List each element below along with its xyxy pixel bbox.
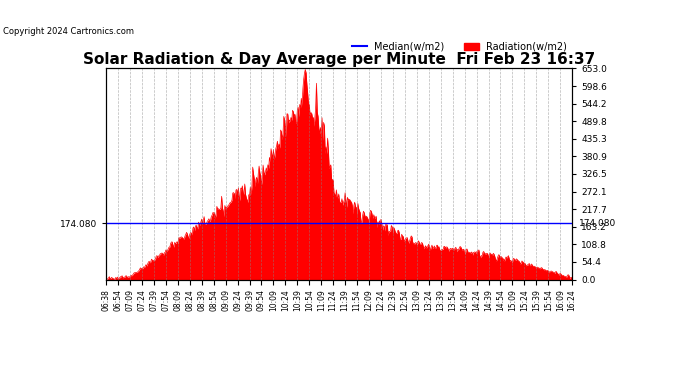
Title: Solar Radiation & Day Average per Minute  Fri Feb 23 16:37: Solar Radiation & Day Average per Minute… xyxy=(83,52,595,67)
Text: Copyright 2024 Cartronics.com: Copyright 2024 Cartronics.com xyxy=(3,27,135,36)
Text: 174.080: 174.080 xyxy=(579,219,616,228)
Legend: Median(w/m2), Radiation(w/m2): Median(w/m2), Radiation(w/m2) xyxy=(352,42,567,52)
